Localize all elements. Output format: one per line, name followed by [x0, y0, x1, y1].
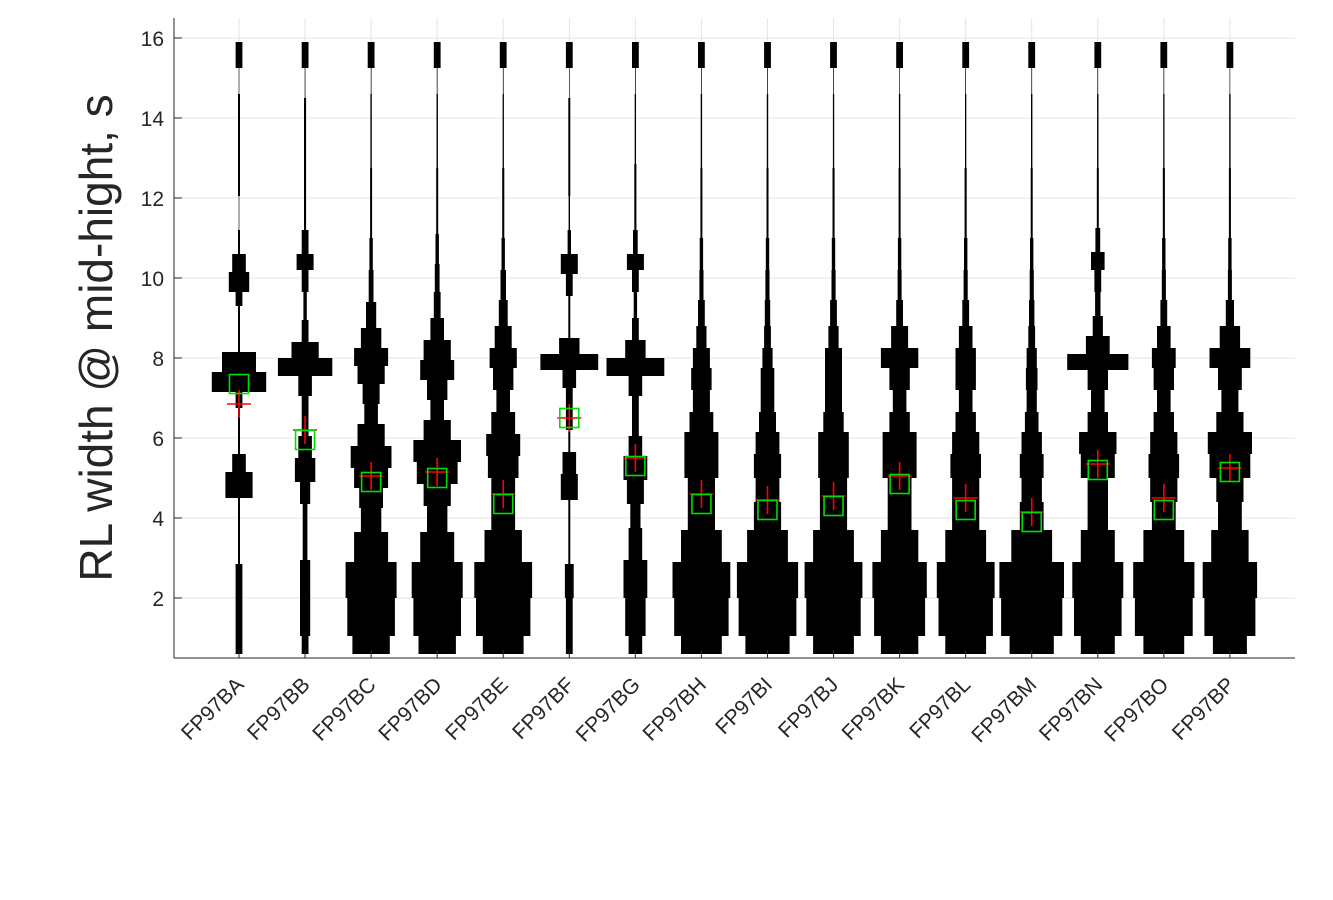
median-marker — [823, 495, 844, 517]
median-marker — [1087, 459, 1109, 481]
y-tick-label: 16 — [141, 28, 164, 51]
x-tick-label: FP97BD — [374, 673, 446, 745]
violin-FP97BK — [872, 42, 927, 654]
median-marker — [625, 455, 646, 477]
violin-FP97BC — [345, 42, 397, 654]
median-marker — [360, 471, 382, 493]
x-tick-label: FP97BE — [441, 673, 513, 745]
x-tick-label: FP97BH — [639, 673, 711, 745]
violin-FP97BJ — [804, 42, 863, 654]
violins — [211, 42, 1258, 654]
y-axis-label: RL width @ mid-hight, s — [70, 94, 122, 581]
violin-FP97BG — [606, 42, 665, 654]
violin-FP97BL — [936, 42, 995, 654]
violin-FP97BB — [277, 42, 333, 654]
x-tick-label: FP97BP — [1168, 673, 1240, 745]
y-tick-label: 6 — [152, 428, 164, 451]
violin-FP97BM — [999, 42, 1064, 654]
y-tick-label: 10 — [141, 268, 164, 291]
median-marker — [558, 407, 580, 429]
x-tick-label: FP97BO — [1100, 673, 1173, 746]
y-tick-label: 8 — [152, 348, 164, 371]
y-tick-label: 12 — [141, 188, 164, 211]
y-tick-labels: 2 4 6 8 10 12 14 16 — [141, 28, 165, 611]
median-marker — [228, 373, 250, 395]
median-marker — [492, 493, 514, 515]
violin-FP97BD — [411, 42, 463, 654]
violin-FP97BO — [1133, 42, 1195, 654]
x-tick-label: FP97BL — [905, 673, 975, 743]
violin-FP97BE — [474, 42, 533, 654]
x-tick-label: FP97BK — [838, 673, 910, 745]
violin-FP97BF — [540, 42, 599, 654]
median-marker — [691, 493, 712, 515]
violin-FP97BA — [211, 42, 267, 654]
median-marker — [426, 467, 448, 489]
violin-FP97BN — [1067, 42, 1129, 654]
median-marker — [1219, 461, 1241, 483]
y-tick-label: 4 — [152, 508, 164, 531]
x-tick-label: FP97BA — [177, 673, 249, 745]
axes — [173, 18, 1295, 659]
violin-FP97BP — [1202, 42, 1258, 654]
x-tick-label: FP97BB — [243, 673, 315, 745]
y-tick-label: 2 — [152, 588, 164, 611]
y-tick-label: 14 — [141, 108, 165, 131]
x-tick-label: FP97BN — [1035, 673, 1107, 745]
x-tick-label: FP97BG — [572, 673, 645, 746]
grid-lines — [174, 18, 1295, 658]
x-tick-labels: FP97BAFP97BBFP97BCFP97BDFP97BEFP97BFFP97… — [177, 673, 1239, 747]
x-tick-label: FP97BI — [711, 673, 777, 739]
violin-FP97BI — [736, 42, 799, 654]
median-marker — [955, 499, 976, 521]
x-tick-label: FP97BM — [967, 673, 1041, 747]
median-marker — [1021, 511, 1043, 533]
x-tick-label: FP97BJ — [774, 673, 843, 742]
markers — [227, 373, 1242, 533]
median-marker — [1153, 499, 1175, 521]
median-marker — [757, 499, 778, 521]
median-marker — [294, 429, 316, 451]
violin-FP97BH — [672, 42, 731, 654]
x-tick-label: FP97BF — [508, 673, 579, 744]
x-tick-label: FP97BC — [308, 673, 380, 745]
median-marker — [889, 473, 910, 495]
